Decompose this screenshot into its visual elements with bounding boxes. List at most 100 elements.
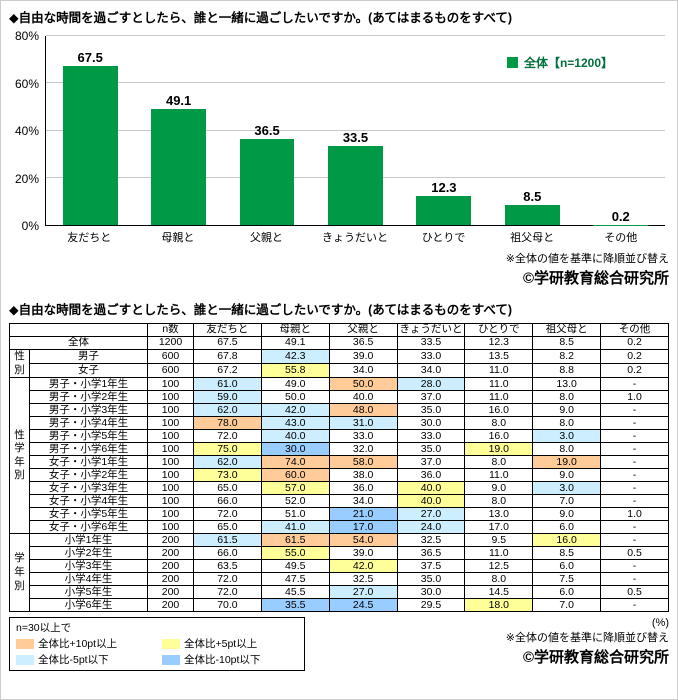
bar-value-label: 67.5 <box>77 49 103 65</box>
row-label: 小学1年生 <box>29 533 148 548</box>
chart-question-title: ◆自由な時間を過ごすとしたら、誰と一緒に過ごしたいですか。(あてはまるものをすべ… <box>9 11 513 25</box>
value-cell: 11.0 <box>464 363 534 379</box>
value-cell: 38.0 <box>328 468 398 483</box>
n-cell: 200 <box>147 546 194 561</box>
value-cell: 13.0 <box>464 507 534 522</box>
bar <box>328 145 383 225</box>
value-cell: 11.0 <box>464 468 534 483</box>
value-cell: 12.5 <box>464 559 534 574</box>
value-cell: - <box>600 455 669 470</box>
value-cell: 11.0 <box>464 377 534 392</box>
x-axis-label: 母親と <box>161 232 195 244</box>
row-label: 男子・小学5年生 <box>29 429 148 444</box>
bar-slot: 0.2 <box>577 36 665 225</box>
highlight-swatch-icon <box>162 638 180 649</box>
value-cell: 0.5 <box>600 585 669 600</box>
column-header: 母親と <box>260 323 330 337</box>
n-cell: 100 <box>147 403 194 418</box>
value-cell: - <box>600 468 669 483</box>
n-cell: 100 <box>147 416 194 431</box>
value-cell: - <box>600 429 669 444</box>
value-cell: 72.0 <box>193 429 262 444</box>
bar-value-label: 0.2 <box>611 208 630 224</box>
value-cell: 39.0 <box>328 546 398 561</box>
value-cell: 36.0 <box>328 481 398 496</box>
results-table: n数 友だちと 母親と 父親と きょうだいと ひとりで 祖父母と その他 全体 1200 67.5… <box>9 323 669 613</box>
value-cell: 36.5 <box>328 336 398 350</box>
footer-right: (%) ※全体の値を基準に降順並び替え ©学研教育総合研究所 <box>506 617 669 667</box>
value-cell: 62.0 <box>193 455 262 470</box>
value-cell: 0.2 <box>600 336 669 350</box>
value-cell: 42.0 <box>260 403 330 418</box>
value-cell: 9.0 <box>532 507 602 522</box>
n-cell: 600 <box>147 363 194 379</box>
value-cell: 39.0 <box>328 348 398 365</box>
bar-slot: 49.1 <box>134 36 222 225</box>
y-tick-label: 80% <box>14 29 39 43</box>
value-cell: 34.0 <box>396 363 466 379</box>
value-cell: 17.0 <box>464 520 534 535</box>
table-row: 学年別 小学1年生 200 61.5 61.5 54.0 32.5 9.5 16.0- <box>9 533 669 613</box>
value-cell: 29.5 <box>396 598 466 613</box>
row-label: 女子・小学5年生 <box>29 507 148 522</box>
value-cell: 70.0 <box>193 598 262 613</box>
highlight-legend-label: 全体比-10pt以下 <box>184 654 261 667</box>
value-cell: - <box>600 559 669 574</box>
value-cell: 58.0 <box>328 455 398 470</box>
n-cell: 1200 <box>147 336 194 350</box>
value-cell: 66.0 <box>193 494 262 509</box>
n-cell: 600 <box>147 348 194 365</box>
value-cell: 11.0 <box>464 390 534 405</box>
bar-value-label: 36.5 <box>254 122 280 138</box>
n-cell: 100 <box>147 442 194 457</box>
value-cell: 54.0 <box>328 533 398 548</box>
table-row: 女子・小学2年生 100 73.0 60.0 38.0 36.0 11.0 9.0- <box>10 468 669 483</box>
highlight-legend-grid: 全体比+10pt以上 全体比+5pt以上 全体比-5pt以下 全体比-10pt以下 <box>16 636 298 667</box>
value-cell: 28.0 <box>396 377 466 392</box>
value-cell: 8.0 <box>464 494 534 509</box>
value-cell: 24.0 <box>396 520 466 535</box>
table-row: 性別 男子 600 67.8 42.3 39.0 33.0 13.5 8.2 0.2 <box>9 348 669 379</box>
group-label: 性学年別 <box>9 377 30 535</box>
value-cell: 13.5 <box>464 348 534 365</box>
value-cell: 12.3 <box>464 336 534 350</box>
value-cell: 65.0 <box>193 481 262 496</box>
corner-cell <box>9 323 148 337</box>
value-cell: 75.0 <box>193 442 262 457</box>
value-cell: 47.5 <box>260 572 330 587</box>
column-header: その他 <box>600 323 669 337</box>
gridline <box>46 82 665 84</box>
value-cell: 40.0 <box>396 494 466 509</box>
value-cell: 32.5 <box>328 572 398 587</box>
y-tick-label: 0% <box>21 219 39 233</box>
highlight-legend-condition: n=30以上で <box>16 622 72 635</box>
value-cell: 62.0 <box>193 403 262 418</box>
value-cell: 8.8 <box>532 363 602 379</box>
value-cell: 37.5 <box>396 559 466 574</box>
value-cell: 73.0 <box>193 468 262 483</box>
group-label: 学年別 <box>9 533 30 613</box>
highlight-legend-item: 全体比-5pt以下 <box>16 652 152 667</box>
value-cell: 50.0 <box>260 390 330 405</box>
n-cell: 200 <box>147 585 194 600</box>
n-cell: 100 <box>147 507 194 522</box>
row-label: 女子 <box>29 363 148 379</box>
highlight-swatch-icon <box>16 654 34 665</box>
row-label: 女子・小学4年生 <box>29 494 148 509</box>
copyright: ©学研教育総合研究所 <box>522 270 669 287</box>
value-cell: 17.0 <box>328 520 398 535</box>
value-cell: 41.0 <box>260 520 330 535</box>
row-label: 男子・小学3年生 <box>29 403 148 418</box>
table-row: 女子・小学5年生 100 72.0 51.0 21.0 27.0 13.0 9.0 1.0 <box>10 507 669 522</box>
value-cell: 6.0 <box>532 520 602 535</box>
bar-slot: 33.5 <box>311 36 399 225</box>
bar <box>239 138 295 225</box>
row-label: 小学4年生 <box>29 572 148 587</box>
x-axis-labels: 友だちと 母親と 父親と きょうだいと ひとりで 祖父母と その他 <box>45 226 665 245</box>
x-axis-label: その他 <box>604 232 638 244</box>
value-cell: 33.0 <box>396 348 466 365</box>
value-cell: 33.5 <box>396 336 466 350</box>
sort-note-2: ※全体の値を基準に降順並び替え <box>505 632 669 645</box>
value-cell: 67.5 <box>193 336 262 350</box>
row-label: 男子・小学1年生 <box>29 377 148 392</box>
